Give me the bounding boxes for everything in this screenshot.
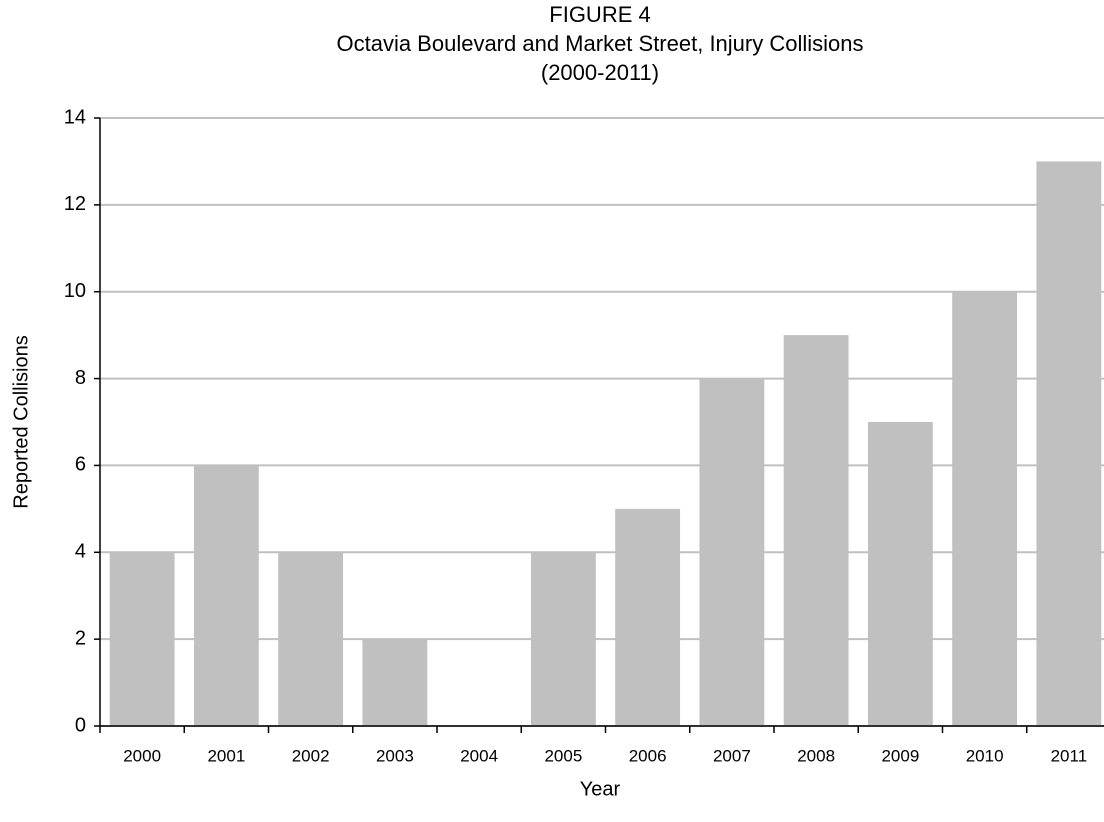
y-tick-label: 6 (75, 454, 86, 476)
y-tick-label: 10 (64, 280, 86, 302)
bar (362, 639, 428, 726)
bar (783, 335, 849, 726)
x-tick-label: 2009 (881, 746, 919, 765)
y-tick-label: 2 (75, 627, 86, 649)
bar (867, 422, 933, 726)
x-tick-label: 2007 (713, 746, 751, 765)
bar (615, 508, 681, 726)
y-tick-label: 12 (64, 193, 86, 215)
x-tick-label: 2008 (797, 746, 835, 765)
chart-title: Octavia Boulevard and Market Street, Inj… (336, 31, 863, 56)
x-tick-label: 2006 (629, 746, 667, 765)
x-tick-label: 2001 (207, 746, 245, 765)
x-tick-label: 2000 (123, 746, 161, 765)
bar (530, 552, 596, 726)
x-axis-label: Year (580, 778, 621, 800)
x-tick-label: 2010 (966, 746, 1004, 765)
y-axis-label: Reported Collisions (10, 335, 32, 508)
bar (952, 291, 1018, 726)
x-tick-label: 2003 (376, 746, 414, 765)
chart-title: (2000-2011) (541, 60, 659, 85)
chart-title: FIGURE 4 (549, 2, 650, 27)
x-tick-label: 2004 (460, 746, 498, 765)
y-tick-label: 8 (75, 367, 86, 389)
y-tick-label: 14 (64, 106, 86, 128)
bar (699, 378, 765, 726)
bar (1036, 161, 1102, 726)
bar (193, 465, 259, 726)
y-tick-label: 4 (75, 541, 86, 563)
bar (109, 552, 175, 726)
y-tick-label: 0 (75, 714, 86, 736)
bar (278, 552, 344, 726)
x-tick-label: 2005 (544, 746, 582, 765)
x-tick-label: 2002 (292, 746, 330, 765)
x-tick-label: 2011 (1051, 746, 1088, 765)
